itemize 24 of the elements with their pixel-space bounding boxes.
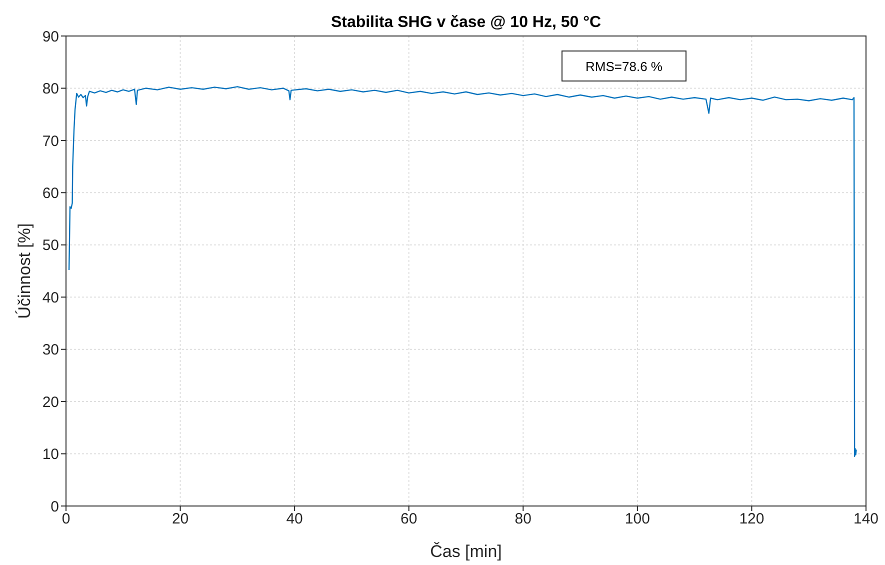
y-axis-title: Účinnost [%] — [15, 223, 34, 319]
annotation: RMS=78.6 % — [586, 59, 663, 74]
y-tick-label: 10 — [42, 446, 59, 464]
x-tick-label: 120 — [739, 510, 764, 528]
x-tick-label: 20 — [172, 510, 189, 528]
y-tick-label: 60 — [42, 184, 59, 202]
y-tick-label: 80 — [42, 80, 59, 98]
text-box: RMS=78.6 % — [562, 50, 686, 82]
y-tick-label: 20 — [42, 394, 59, 411]
y-tick-label: 50 — [42, 237, 59, 254]
x-axis-title: Čas [min] — [430, 542, 502, 561]
y-tick-label: 70 — [42, 132, 59, 150]
x-tick-label: 60 — [400, 510, 418, 528]
x-tick-label: 40 — [286, 510, 303, 528]
chart-title: Stabilita SHG v čase @ 10 Hz, 50 °C — [330, 14, 602, 31]
line-series — [68, 86, 857, 457]
x-tick-label: 80 — [514, 510, 532, 528]
x-tick-label: 100 — [624, 510, 650, 528]
x-tick-label: 140 — [853, 510, 879, 528]
y-tick-label: 30 — [42, 342, 59, 359]
y-tick-label: 40 — [42, 289, 59, 306]
x-tick-label: 0 — [62, 510, 70, 528]
y-tick-label: 0 — [50, 498, 59, 516]
y-tick-label: 90 — [42, 28, 59, 46]
